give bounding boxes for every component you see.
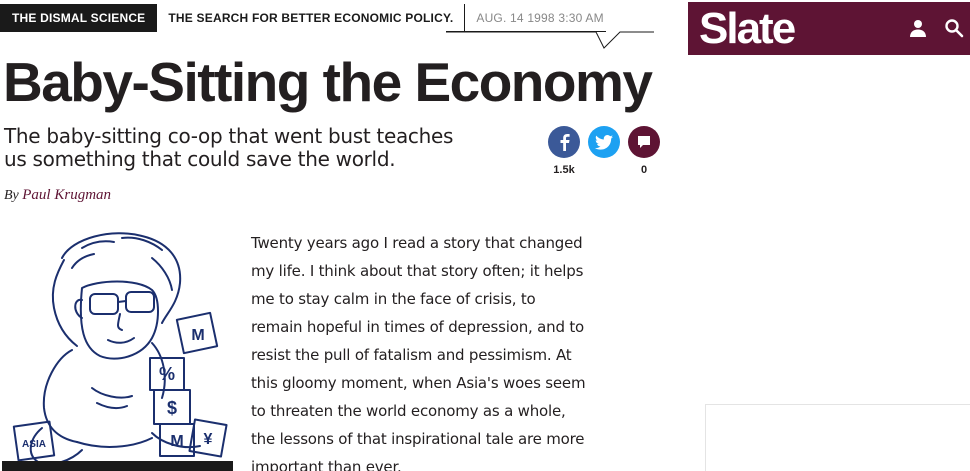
comments-button[interactable]: [628, 126, 660, 158]
caption-bar: [2, 461, 233, 471]
baby-economist-illustration: M % $ M ASIA ¥: [12, 232, 228, 466]
article-body: Twenty years ago I read a story that cha…: [251, 234, 586, 471]
section-rubric: THE DISMAL SCIENCE THE SEARCH FOR BETTER…: [0, 4, 615, 32]
block-label: %: [159, 364, 175, 384]
publish-date: AUG. 14 1998 3:30 AM: [476, 11, 604, 25]
site-header: Slate: [688, 2, 970, 55]
section-link[interactable]: THE DISMAL SCIENCE: [0, 4, 158, 32]
comment-icon: [638, 136, 650, 148]
block-label: ¥: [204, 431, 213, 448]
facebook-icon: [560, 134, 570, 151]
search-icon[interactable]: [944, 18, 964, 38]
block-label: M: [170, 433, 183, 450]
facebook-share-button[interactable]: [548, 126, 580, 158]
comments-count: 0: [640, 164, 648, 176]
block-label: M: [191, 327, 204, 344]
section-tagline: THE SEARCH FOR BETTER ECONOMIC POLICY.: [157, 4, 466, 32]
twitter-share-button[interactable]: [588, 126, 620, 158]
byline-prefix: By: [4, 188, 19, 203]
block-label: ASIA: [22, 439, 46, 450]
article-headline: Baby-Sitting the Economy: [3, 51, 653, 113]
user-icon[interactable]: [908, 18, 928, 38]
slate-logo[interactable]: Slate: [699, 4, 796, 53]
twitter-icon: [595, 134, 613, 150]
ad-slot: [705, 404, 970, 471]
facebook-share-count: 1.5k: [553, 164, 575, 176]
rubric-callout-line: [446, 31, 654, 49]
author-link[interactable]: Paul Krugman: [22, 187, 112, 203]
article-dek: The baby-sitting co-op that went bust te…: [4, 124, 454, 171]
byline: By Paul Krugman: [4, 187, 111, 204]
block-label: $: [167, 398, 177, 418]
